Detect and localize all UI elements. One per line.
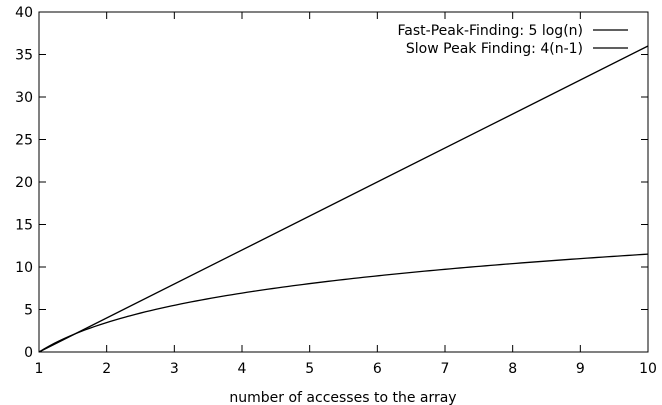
x-tick-label: 7 [441,361,450,377]
plot-border [38,11,649,353]
x-tick-label: 8 [508,361,517,377]
y-tick-label: 0 [24,345,33,361]
x-tick-label: 6 [373,361,382,377]
series-line-fast-peak-finding [38,253,649,353]
x-tick-label: 9 [576,361,585,377]
series-lines [38,45,649,353]
y-tick-label: 35 [15,48,33,64]
legend-label: Fast-Peak-Finding: 5 log(n) [398,23,583,39]
y-tick-label: 20 [15,175,33,191]
x-tick-label: 1 [35,361,44,377]
legend: Fast-Peak-Finding: 5 log(n) Slow Peak Fin… [398,23,628,57]
x-axis-ticks: 1 2 3 4 5 6 7 8 9 10 [35,12,657,377]
x-tick-label: 10 [639,361,657,377]
y-axis-ticks: 0 5 10 15 20 25 30 35 40 [15,5,648,361]
series-line-slow-peak-finding [38,45,649,353]
legend-label: Slow Peak Finding: 4(n-1) [406,41,583,57]
x-axis-label: number of accesses to the array [229,390,456,405]
x-tick-label: 5 [305,361,314,377]
y-tick-label: 10 [15,260,33,276]
y-tick-label: 5 [24,303,33,319]
x-tick-label: 3 [170,361,179,377]
y-tick-label: 25 [15,133,33,149]
x-tick-label: 4 [238,361,247,377]
y-tick-label: 30 [15,90,33,106]
y-tick-label: 15 [15,218,33,234]
x-tick-label: 2 [102,361,111,377]
y-tick-label: 40 [15,5,33,21]
